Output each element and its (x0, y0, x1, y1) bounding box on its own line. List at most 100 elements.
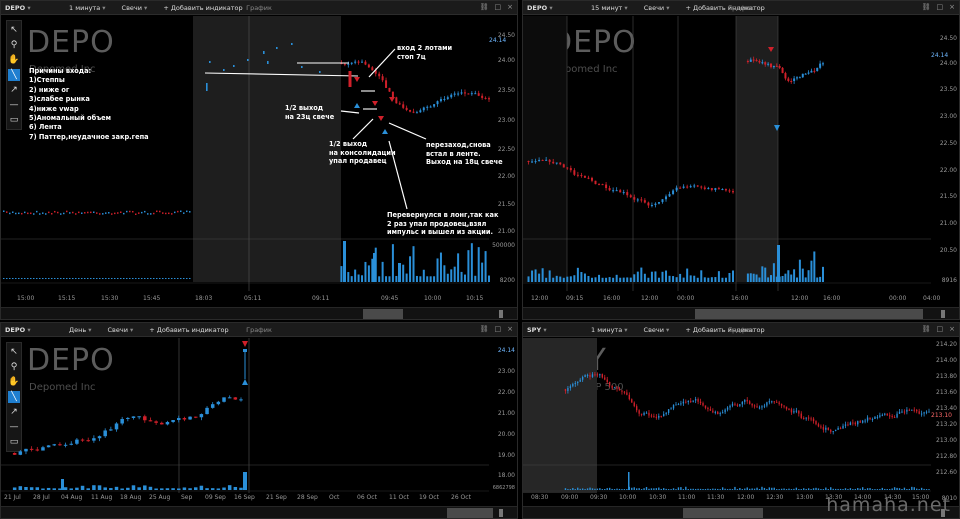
zoom-icon[interactable]: ⚲ (10, 40, 18, 50)
scroll-right-icon[interactable] (941, 310, 945, 318)
unlink-icon[interactable]: ⛓ (921, 325, 931, 333)
symbol-selector[interactable]: SPY (523, 326, 583, 334)
hand-icon[interactable]: ✋ (8, 55, 20, 65)
volume-bar (93, 278, 95, 279)
volume-bar (896, 487, 898, 490)
interval-selector[interactable]: 1 минута (61, 4, 114, 12)
tick-mark (60, 213, 62, 215)
volume-bar (147, 278, 149, 279)
navigator-window[interactable] (447, 508, 493, 518)
rect-icon[interactable]: ▭ (9, 437, 19, 447)
x-tick: 12:00 (737, 494, 755, 501)
y-tick: 21.50 (939, 193, 957, 200)
add-indicator-button[interactable]: + Добавить индикатор (685, 325, 765, 334)
time-axis[interactable]: 21 Jul 28 Jul 04 Aug 11 Aug 18 Aug 25 Au… (1, 494, 489, 504)
symbol-selector[interactable]: DEPO (1, 4, 61, 12)
price-axis[interactable]: 24.50 24.00 23.50 23.00 22.50 22.00 21.5… (929, 15, 959, 285)
style-selector[interactable]: Свечи (114, 4, 156, 12)
y-tick: 213.60 (936, 389, 957, 396)
reason-item: 3)слабее рынка (29, 95, 90, 104)
candle-body (631, 399, 633, 403)
candle-body (787, 78, 790, 81)
candle-body (672, 190, 675, 195)
scroll-right-icon[interactable] (499, 509, 503, 517)
candlestick-chart[interactable] (1, 323, 518, 519)
time-axis[interactable]: 08:30 09:00 09:30 10:00 10:30 11:00 11:3… (523, 494, 931, 504)
annotation-line: Перевернулся в лонг,так как (387, 211, 499, 219)
scroll-right-icon[interactable] (499, 310, 503, 318)
line-icon[interactable]: ╲ (8, 391, 20, 403)
price-axis[interactable]: 24.50 24.00 23.50 23.00 22.50 22.00 21.5… (487, 15, 517, 285)
volume-bar (477, 247, 480, 282)
line-icon[interactable]: ╲ (8, 69, 20, 81)
volume-bar (559, 276, 562, 282)
volume-bar (654, 271, 657, 282)
unlink-icon[interactable]: ⛓ (479, 325, 489, 333)
volume-bar (804, 277, 807, 282)
candlestick-chart[interactable] (1, 1, 518, 320)
zoom-icon[interactable]: ⚲ (10, 362, 18, 372)
symbol-selector[interactable]: DEPO (1, 326, 61, 334)
symbol-selector[interactable]: DEPO (523, 4, 583, 12)
candlestick-chart[interactable] (523, 1, 960, 320)
price-axis[interactable]: 214.20 214.00 213.80 213.60 213.40 213.2… (929, 337, 959, 502)
maximize-icon[interactable]: □ (936, 325, 944, 333)
maximize-icon[interactable]: □ (494, 3, 502, 11)
navigator-scrollbar[interactable] (1, 307, 517, 319)
candle-body (612, 190, 615, 192)
candle-body (815, 421, 817, 425)
candle-body (728, 190, 731, 192)
navigator-window[interactable] (363, 309, 403, 319)
hline-icon[interactable]: — (9, 100, 19, 110)
navigator-scrollbar[interactable] (523, 506, 959, 518)
panel-toolbar: DEPO 1 минута Свечи + Добавить индикатор… (1, 1, 517, 15)
volume-bar (165, 278, 167, 279)
candle-body (665, 196, 668, 200)
unlink-icon[interactable]: ⛓ (479, 3, 489, 11)
navigator-window[interactable] (683, 508, 763, 518)
hline-icon[interactable]: — (9, 422, 19, 432)
style-selector[interactable]: Свечи (636, 326, 678, 334)
scroll-right-icon[interactable] (941, 509, 945, 517)
add-indicator-button[interactable]: + Добавить индикатор (685, 3, 765, 12)
candle-body (18, 451, 23, 455)
add-indicator-button[interactable]: + Добавить индикатор (163, 3, 243, 12)
tick-mark (87, 211, 89, 214)
candle-body (884, 413, 886, 415)
maximize-icon[interactable]: □ (494, 325, 502, 333)
close-icon[interactable]: × (507, 325, 513, 333)
volume-bar (148, 486, 153, 490)
navigator-scrollbar[interactable] (1, 506, 517, 518)
close-icon[interactable]: × (949, 325, 955, 333)
time-axis[interactable]: 15:00 15:15 15:30 15:45 18:03 05:11 09:1… (1, 295, 489, 305)
x-tick: 04:00 (923, 295, 941, 302)
hand-icon[interactable]: ✋ (8, 377, 20, 387)
time-axis[interactable]: 12:00 09:15 16:00 12:00 00:00 16:00 12:0… (523, 295, 940, 305)
cursor-icon[interactable]: ↖ (10, 347, 18, 357)
navigator-scrollbar[interactable] (523, 307, 959, 319)
interval-selector[interactable]: День (61, 326, 100, 334)
maximize-icon[interactable]: □ (936, 3, 944, 11)
candle-body (693, 185, 696, 187)
close-icon[interactable]: × (949, 3, 955, 11)
add-indicator-button[interactable]: + Добавить индикатор (149, 325, 229, 334)
close-icon[interactable]: × (507, 3, 513, 11)
interval-selector[interactable]: 15 минут (583, 4, 636, 12)
volume-bar (761, 486, 763, 490)
price-axis[interactable]: 24.14 23.00 22.00 21.00 20.00 19.00 18.0… (487, 337, 517, 497)
candle-body (645, 412, 648, 414)
candlestick-chart[interactable] (523, 323, 960, 519)
arrow-icon[interactable]: ↗ (10, 85, 18, 95)
tick-mark (135, 213, 137, 215)
volume-bar (137, 487, 141, 490)
cursor-icon[interactable]: ↖ (10, 25, 18, 35)
style-selector[interactable]: Свечи (636, 4, 678, 12)
unlink-icon[interactable]: ⛓ (921, 3, 931, 11)
volume-bar (908, 488, 911, 490)
navigator-window[interactable] (695, 309, 923, 319)
arrow-icon[interactable]: ↗ (10, 407, 18, 417)
volume-bar (700, 270, 703, 282)
interval-selector[interactable]: 1 минута (583, 326, 636, 334)
style-selector[interactable]: Свечи (100, 326, 142, 334)
rect-icon[interactable]: ▭ (9, 115, 19, 125)
